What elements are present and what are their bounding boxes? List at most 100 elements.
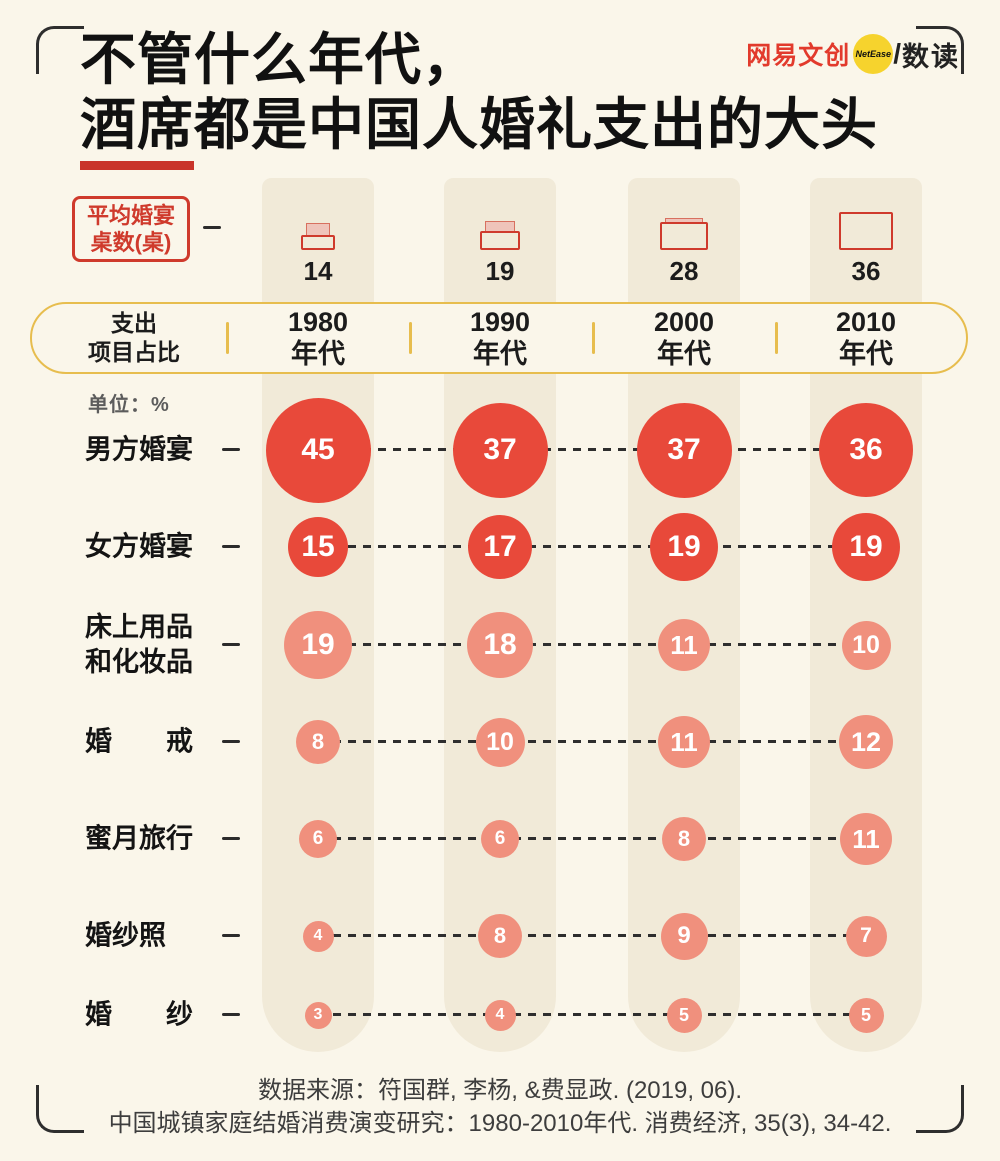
column-header-1980: 1980 年代 <box>288 306 348 371</box>
tick-dash <box>203 226 221 229</box>
column-header-line: 年代 <box>290 339 345 370</box>
connector-line <box>318 545 866 548</box>
column-header-2010: 2010 年代 <box>836 306 896 371</box>
banquet-table-icon <box>660 222 708 250</box>
header-separator <box>775 322 778 354</box>
column-header-line: 年代 <box>838 339 893 370</box>
bubble-1990-row1: 17 <box>468 515 532 579</box>
bubble-2010-row1: 19 <box>832 513 900 581</box>
connector-line <box>318 934 866 937</box>
frame-corner-top-right-icon <box>916 26 964 74</box>
bubble-2010-row5: 7 <box>845 915 887 957</box>
tick-dash <box>222 1013 240 1016</box>
row-label-line: 男方婚宴 <box>85 434 193 465</box>
bubble-2000-row0: 37 <box>636 402 732 498</box>
row-label-2: 床上用品 和化妆品 <box>85 610 193 680</box>
bubble-1990-row5: 8 <box>478 914 522 958</box>
column-header-1990: 1990 年代 <box>470 306 530 371</box>
netease-badge-icon: NetEase <box>853 34 894 74</box>
row-label-line: 婚纱照 <box>85 920 166 951</box>
banquet-table-count: 14 <box>303 256 333 286</box>
title-line2: 酒席都是中国人婚礼支出的大头 <box>80 93 878 170</box>
bubble-2010-row6: 5 <box>848 997 884 1033</box>
row-label-1: 女方婚宴 <box>85 529 193 564</box>
tick-dash <box>222 934 240 937</box>
banquet-table-icon <box>480 231 520 250</box>
row-label-3: 婚 戒 <box>85 724 193 759</box>
banquet-table-count: 19 <box>485 256 515 286</box>
frame-corner-bottom-right-icon <box>916 1085 964 1133</box>
banquet-table-count: 36 <box>851 256 881 286</box>
bubble-2000-row2: 11 <box>658 619 710 671</box>
avg-tables-label-box: 平均婚宴 桌数(桌) <box>72 196 190 262</box>
connector-line <box>318 1013 866 1016</box>
bubble-2000-row6: 5 <box>666 997 702 1033</box>
bubble-1990-row3: 10 <box>475 717 525 767</box>
banquet-table-count: 28 <box>669 256 699 286</box>
bubble-1990-row4: 6 <box>481 820 519 858</box>
bubble-1980-row0: 45 <box>265 397 371 503</box>
column-header-line: 2010 <box>835 307 897 337</box>
brand-logo: 网易文创 NetEase / 数读 <box>746 34 960 74</box>
row-label-line: 蜜月旅行 <box>85 823 193 854</box>
row-label-0: 男方婚宴 <box>85 432 193 467</box>
tick-dash <box>222 643 240 646</box>
bubble-1980-row1: 15 <box>288 517 348 577</box>
logo-divider: / <box>893 38 901 69</box>
source-line1: 数据来源：符国群, 李杨, &费显政. (2019, 06). <box>257 1077 743 1104</box>
connector-line <box>318 837 866 840</box>
title-line2-rest: 都是中国人婚礼支出的大头 <box>194 92 878 156</box>
decade-header-band <box>30 302 968 374</box>
bubble-1990-row2: 18 <box>467 612 533 678</box>
tick-dash <box>222 837 240 840</box>
title-keyword-underlined: 酒席 <box>80 93 194 170</box>
row-label-line: 和化妆品 <box>85 647 193 677</box>
connector-line <box>318 740 866 743</box>
row-label-line: 床上用品 <box>85 611 193 642</box>
bubble-1980-row2: 19 <box>284 611 352 679</box>
title-line1: 不管什么年代， <box>80 28 479 91</box>
bubble-1980-row5: 4 <box>302 920 334 952</box>
bubble-1980-row3: 8 <box>296 720 340 764</box>
column-header-line: 2000 <box>653 307 715 337</box>
tick-dash <box>222 448 240 451</box>
frame-corner-top-left-icon <box>36 26 84 74</box>
banquet-table-icon <box>839 212 893 250</box>
frame-corner-bottom-left-icon <box>36 1085 84 1133</box>
tick-dash <box>222 545 240 548</box>
avg-tables-label-line2: 桌数(桌) <box>90 230 172 255</box>
expense-share-label: 支出 项目占比 <box>78 302 190 374</box>
row-label-line: 女方婚宴 <box>85 531 193 562</box>
bubble-1990-row6: 4 <box>484 999 516 1031</box>
column-header-line: 年代 <box>656 339 711 370</box>
bubble-1980-row4: 6 <box>299 820 337 858</box>
header-separator <box>409 322 412 354</box>
bubble-2000-row1: 19 <box>650 513 718 581</box>
bubble-2000-row3: 11 <box>658 716 710 768</box>
column-header-line: 1980 <box>287 307 349 337</box>
row-label-5: 婚纱照 <box>85 918 166 953</box>
connector-line <box>318 448 866 451</box>
bubble-1980-row6: 3 <box>304 1001 332 1029</box>
avg-tables-label-line1: 平均婚宴 <box>86 202 175 228</box>
bubble-2000-row5: 9 <box>660 912 708 960</box>
column-header-line: 年代 <box>472 339 527 370</box>
logo-brand-text: 网易文创 <box>746 42 851 70</box>
logo-product-text: 数读 <box>902 41 960 72</box>
unit-label: 单位：% <box>88 394 170 416</box>
connector-line <box>318 643 866 646</box>
bubble-1990-row0: 37 <box>452 402 548 498</box>
row-label-6: 婚 纱 <box>85 997 193 1032</box>
header-separator <box>226 322 229 354</box>
row-label-line: 婚 纱 <box>85 999 193 1030</box>
source-line2: 中国城镇家庭结婚消费演变研究：1980-2010年代. 消费经济, 35(3),… <box>108 1110 892 1137</box>
banquet-table-icon <box>301 235 335 250</box>
expense-share-label-line1: 支出 <box>111 310 157 337</box>
row-label-4: 蜜月旅行 <box>85 821 193 856</box>
page-title: 不管什么年代， 酒席都是中国人婚礼支出的大头 <box>80 28 878 170</box>
tick-dash <box>222 740 240 743</box>
bubble-2010-row4: 11 <box>840 813 892 865</box>
bubble-2010-row0: 36 <box>819 403 913 497</box>
expense-share-label-line2: 项目占比 <box>88 339 180 365</box>
